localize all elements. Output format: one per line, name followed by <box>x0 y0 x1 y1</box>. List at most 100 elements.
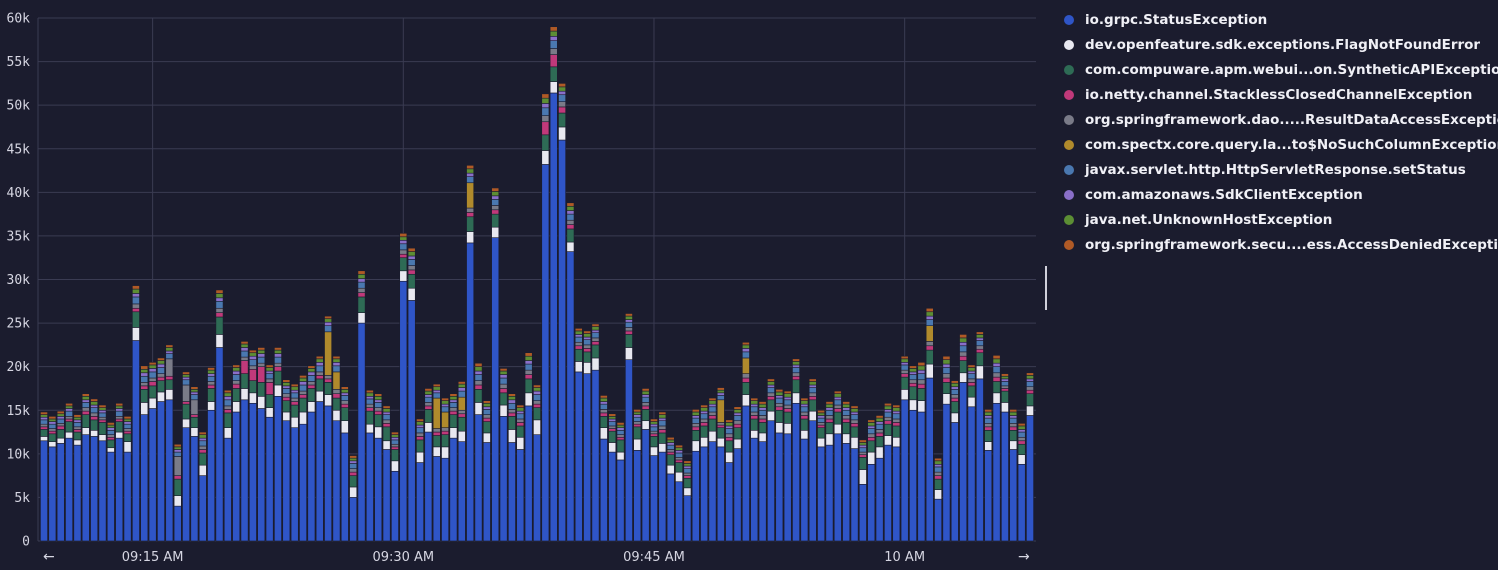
bar-segment[interactable] <box>616 429 625 435</box>
bar-segment[interactable] <box>307 388 316 402</box>
bar-segment[interactable] <box>399 270 408 282</box>
bar-segment[interactable] <box>324 375 332 380</box>
bar-segment[interactable] <box>140 385 149 390</box>
bar-segment[interactable] <box>432 456 441 542</box>
bar-segment[interactable] <box>767 410 775 422</box>
bar-segment[interactable] <box>391 436 399 441</box>
bar-segment[interactable] <box>1017 454 1026 465</box>
legend-item[interactable]: com.amazonaws.SdkClientException <box>1064 182 1494 207</box>
bar-segment[interactable] <box>198 434 207 439</box>
bar-segment[interactable] <box>508 395 516 401</box>
bar-segment[interactable] <box>332 371 341 390</box>
bar-segment[interactable] <box>98 434 107 442</box>
bar-segment[interactable] <box>975 378 984 542</box>
bar-segment[interactable] <box>733 423 742 428</box>
bar-segment[interactable] <box>207 375 215 382</box>
bar-segment[interactable] <box>549 40 558 49</box>
bar-segment[interactable] <box>182 401 190 405</box>
bar-segment[interactable] <box>900 364 909 371</box>
bar-segment[interactable] <box>541 93 550 99</box>
bar-segment[interactable] <box>691 426 700 431</box>
bar-segment[interactable] <box>190 436 199 542</box>
bar-segment[interactable] <box>758 432 767 442</box>
bar-segment[interactable] <box>349 497 358 542</box>
bar-segment[interactable] <box>274 362 282 367</box>
bar-segment[interactable] <box>482 406 491 410</box>
bar-segment[interactable] <box>742 357 750 374</box>
bar-segment[interactable] <box>625 321 633 328</box>
bar-segment[interactable] <box>391 446 399 450</box>
bar-segment[interactable] <box>357 322 366 542</box>
bar-segment[interactable] <box>140 414 149 542</box>
bar-segment[interactable] <box>558 94 566 102</box>
bar-segment[interactable] <box>165 347 174 352</box>
bar-segment[interactable] <box>566 228 575 243</box>
bar-segment[interactable] <box>499 377 508 385</box>
bar-segment[interactable] <box>65 437 73 542</box>
bar-segment[interactable] <box>625 330 633 335</box>
bar-segment[interactable] <box>558 101 566 108</box>
bar-segment[interactable] <box>123 451 132 542</box>
bar-segment[interactable] <box>81 434 90 542</box>
bar-segment[interactable] <box>658 420 667 427</box>
bar-segment[interactable] <box>750 406 759 413</box>
bar-segment[interactable] <box>466 168 475 174</box>
bar-segment[interactable] <box>900 373 909 378</box>
bar-segment[interactable] <box>942 359 951 365</box>
bar-segment[interactable] <box>817 424 825 428</box>
bar-segment[interactable] <box>1026 393 1034 407</box>
bar-segment[interactable] <box>340 432 349 542</box>
bar-segment[interactable] <box>240 347 249 352</box>
bar-segment[interactable] <box>274 349 282 354</box>
bar-segment[interactable] <box>491 213 500 228</box>
bar-segment[interactable] <box>934 466 942 473</box>
bar-segment[interactable] <box>416 462 424 542</box>
bar-segment[interactable] <box>282 411 291 422</box>
bar-segment[interactable] <box>825 444 834 542</box>
bar-segment[interactable] <box>925 377 934 542</box>
bar-segment[interactable] <box>307 375 316 382</box>
bar-segment[interactable] <box>232 401 241 413</box>
bar-segment[interactable] <box>282 385 291 389</box>
bar-segment[interactable] <box>1009 409 1018 413</box>
bar-segment[interactable] <box>207 373 215 377</box>
bar-segment[interactable] <box>140 375 149 383</box>
bar-segment[interactable] <box>875 415 884 419</box>
bar-segment[interactable] <box>733 420 742 425</box>
bar-segment[interactable] <box>984 417 993 424</box>
bar-segment[interactable] <box>332 393 341 399</box>
bar-segment[interactable] <box>56 418 65 424</box>
bar-segment[interactable] <box>516 407 525 412</box>
bar-segment[interactable] <box>257 408 266 542</box>
bar-segment[interactable] <box>625 327 633 332</box>
bar-segment[interactable] <box>984 423 993 428</box>
bar-segment[interactable] <box>683 465 692 469</box>
bar-segment[interactable] <box>290 416 299 428</box>
bar-segment[interactable] <box>332 420 341 542</box>
bar-segment[interactable] <box>984 415 993 419</box>
bar-segment[interactable] <box>482 400 491 404</box>
bar-segment[interactable] <box>157 401 165 542</box>
bar-segment[interactable] <box>950 389 959 395</box>
bar-segment[interactable] <box>173 451 182 457</box>
bar-segment[interactable] <box>733 409 742 414</box>
bar-segment[interactable] <box>934 475 942 480</box>
bar-segment[interactable] <box>842 418 851 423</box>
bar-segment[interactable] <box>808 399 817 412</box>
bar-segment[interactable] <box>583 351 592 363</box>
bar-segment[interactable] <box>290 392 299 399</box>
bar-segment[interactable] <box>407 300 416 542</box>
bar-segment[interactable] <box>975 337 984 341</box>
bar-segment[interactable] <box>190 416 199 428</box>
bar-segment[interactable] <box>182 384 190 402</box>
bar-segment[interactable] <box>424 394 433 398</box>
bar-segment[interactable] <box>123 430 132 435</box>
bar-segment[interactable] <box>541 150 550 165</box>
bar-segment[interactable] <box>365 432 374 542</box>
bar-segment[interactable] <box>641 396 650 403</box>
bar-segment[interactable] <box>599 403 608 410</box>
bar-segment[interactable] <box>416 432 424 437</box>
bar-segment[interactable] <box>274 347 282 351</box>
bar-segment[interactable] <box>140 372 149 377</box>
bar-segment[interactable] <box>40 423 48 428</box>
